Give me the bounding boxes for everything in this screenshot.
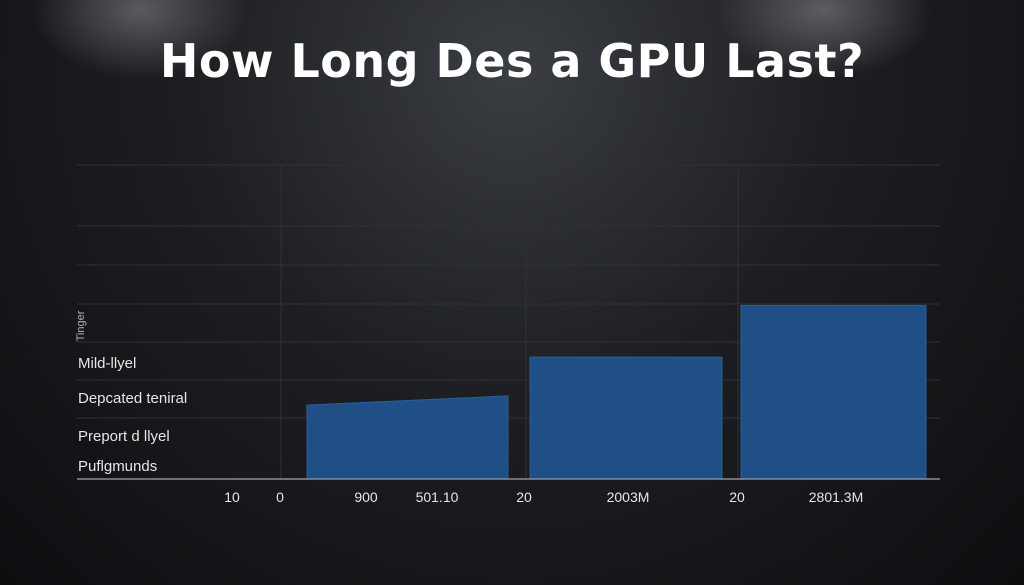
bar-2 — [740, 304, 927, 480]
x-tick-label-0: 10 — [224, 489, 240, 505]
x-tick-label-1: 0 — [276, 489, 284, 505]
y-axis-label: Tinger — [75, 310, 87, 341]
x-tick-label-3: 501.10 — [416, 489, 459, 505]
x-tick-label-7: 2801.3M — [809, 489, 863, 505]
chart-title: How Long Des a GPU Last? — [159, 34, 865, 88]
y-category-label-3: Mild-llyel — [78, 355, 136, 372]
x-tick-label-4: 20 — [516, 489, 532, 505]
x-tick-label-6: 20 — [729, 489, 745, 505]
y-category-label-0: Puflgmunds — [78, 458, 157, 475]
bar-0 — [306, 395, 509, 480]
y-category-label-1: Preport d llyel — [78, 428, 170, 445]
x-tick-label-2: 900 — [354, 489, 378, 505]
x-tick-label-5: 2003M — [607, 489, 650, 505]
bar-1 — [529, 356, 723, 480]
y-category-label-2: Depcated teniral — [78, 390, 187, 407]
